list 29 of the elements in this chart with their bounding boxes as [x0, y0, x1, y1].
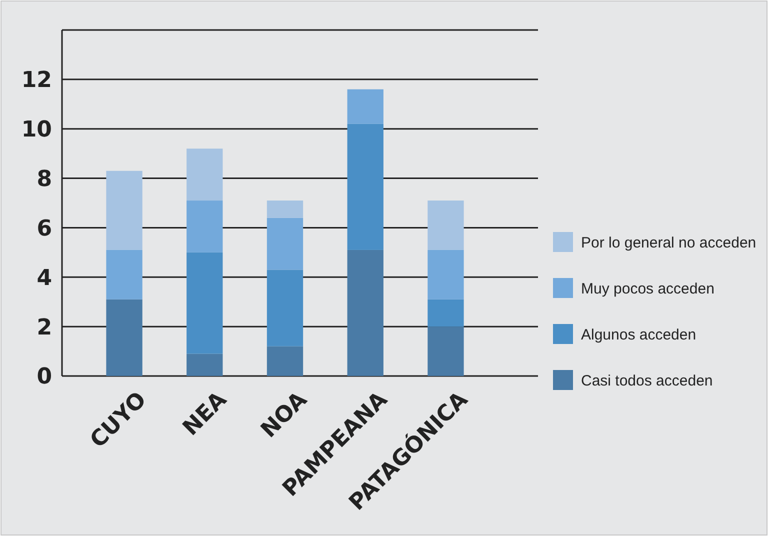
- y-tick-label: 2: [36, 315, 52, 340]
- bar: [347, 89, 384, 124]
- bar: [266, 200, 304, 218]
- bar: [106, 170, 142, 250]
- bar: [186, 200, 223, 252]
- y-tick-label: 4: [36, 266, 52, 291]
- y-tick-label: 8: [36, 166, 52, 192]
- y-tick-label: 10: [21, 118, 52, 143]
- legend-label: Muy pocos acceden: [581, 280, 714, 298]
- y-tick-label: 6: [36, 216, 52, 242]
- bar: [428, 299, 464, 327]
- bar: [428, 326, 464, 376]
- bar: [428, 250, 464, 300]
- bar: [347, 124, 384, 250]
- bar: [428, 200, 464, 250]
- bar: [186, 148, 223, 201]
- y-tick-label: 0: [36, 364, 52, 390]
- legend-label: Algunos acceden: [581, 326, 696, 344]
- legend-label: Casi todos acceden: [581, 372, 713, 390]
- bar: [186, 354, 223, 376]
- bar: [106, 299, 142, 376]
- legend-label: Por lo general no acceden: [581, 234, 756, 252]
- bar: [347, 250, 384, 376]
- bar: [266, 218, 304, 270]
- bar: [186, 252, 223, 354]
- y-tick-label: 12: [21, 68, 52, 94]
- bar: [106, 250, 142, 300]
- bar: [266, 270, 304, 346]
- bar: [266, 346, 304, 376]
